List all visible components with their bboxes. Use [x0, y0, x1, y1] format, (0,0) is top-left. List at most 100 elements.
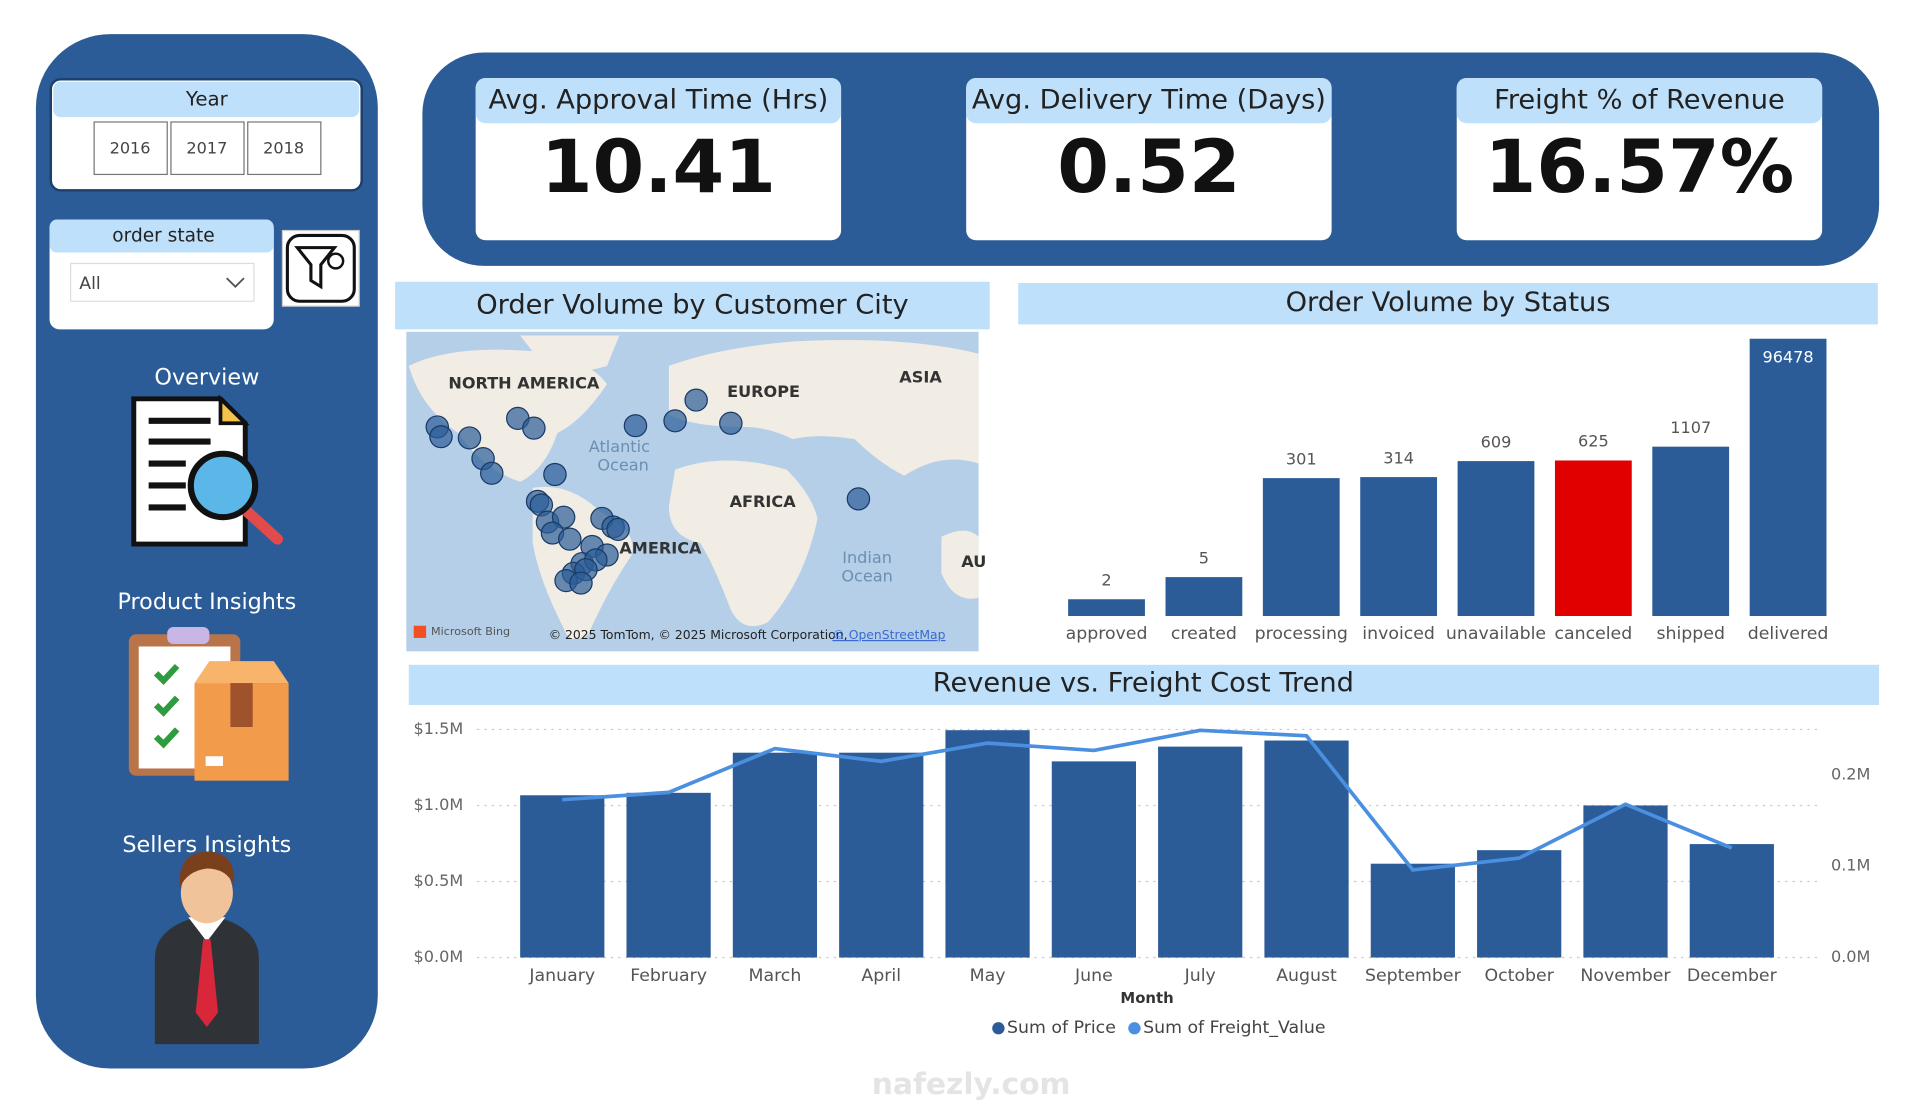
panel-title: Order Volume by Customer City: [476, 290, 908, 321]
year-option[interactable]: 2018: [263, 138, 304, 157]
kpi-header: [475, 78, 842, 124]
x-tick-label: January: [528, 966, 595, 986]
city-bubble: [569, 571, 593, 595]
ocean-label: Ocean: [597, 456, 648, 475]
legend-marker: [1128, 1022, 1141, 1035]
nav-label[interactable]: Product Insights: [117, 589, 296, 615]
hair[interactable]: [179, 851, 235, 888]
dropdown-arrow[interactable]: [226, 277, 245, 288]
dropdown-value[interactable]: All: [79, 274, 100, 294]
panel-header: [1018, 282, 1878, 325]
data-label: 1107: [1670, 418, 1711, 437]
y2-tick-label: 0.0M: [1831, 947, 1870, 966]
land: [408, 335, 979, 640]
doc-lines[interactable]: [148, 417, 211, 511]
doc-corner[interactable]: [218, 394, 250, 426]
bubbles: [425, 388, 871, 595]
kpi-title: Freight % of Revenue: [1494, 85, 1785, 116]
city-bubble: [429, 425, 453, 449]
chart-title: Revenue vs. Freight Cost Trend: [933, 668, 1354, 699]
year-button[interactable]: [247, 121, 322, 176]
x-tick-label: August: [1276, 966, 1337, 986]
box-lid[interactable]: [194, 661, 289, 684]
clip[interactable]: [167, 626, 210, 645]
bar: [1158, 746, 1243, 958]
year-button[interactable]: [93, 121, 168, 176]
bar: [1165, 577, 1243, 616]
city-bubble: [558, 527, 582, 551]
label[interactable]: [205, 756, 223, 767]
data-label: 314: [1383, 448, 1414, 467]
product-icon[interactable]: [128, 626, 289, 781]
tie[interactable]: [195, 939, 219, 1028]
x-tick-label: July: [1184, 966, 1216, 986]
ocean-label: Atlantic: [589, 437, 650, 456]
map-label: AFRICA: [730, 492, 797, 511]
data-label: 625: [1578, 432, 1609, 451]
x-tick-label: unavailable: [1446, 624, 1546, 644]
slicer-title: order state: [112, 226, 214, 247]
bar: [1262, 478, 1340, 616]
city-bubble: [684, 388, 708, 412]
map-logo: Microsoft Bing: [431, 625, 510, 638]
data-label: 96478: [1762, 348, 1813, 367]
year-option[interactable]: 2016: [110, 138, 151, 157]
city-bubble: [543, 462, 567, 487]
panel-header: [395, 281, 990, 330]
face[interactable]: [180, 862, 233, 924]
kpi-title: Avg. Approval Time (Hrs): [489, 85, 829, 116]
kpi-cards: Avg. Approval Time (Hrs) 10.41 Avg. Delive…: [475, 78, 1823, 241]
x-icon[interactable]: [327, 252, 345, 270]
funnel-icon[interactable]: [294, 246, 338, 290]
bar: [1652, 446, 1730, 616]
city-bubble: [480, 461, 504, 485]
map-label: NORTH AMERICA: [448, 374, 600, 393]
y2-tick-label: 0.2M: [1831, 765, 1870, 784]
data-label: 2: [1101, 571, 1111, 590]
state-slicer: order state All: [49, 219, 274, 330]
kpi-value: 10.41: [541, 125, 776, 209]
nav-label[interactable]: Overview: [154, 365, 259, 391]
handle[interactable]: [239, 504, 284, 545]
x-tick-label: delivered: [1748, 624, 1829, 644]
city-bubble: [551, 505, 576, 529]
data-label: 5: [1199, 548, 1209, 567]
x-tick-label: November: [1580, 966, 1671, 986]
map-label: AMERICA: [619, 538, 702, 557]
year-button[interactable]: [170, 121, 245, 176]
status-chart: 2 approved 5 created 301 processing 314 invoice…: [1066, 338, 1829, 644]
map-link[interactable]: © OpenStreetMap: [832, 628, 945, 642]
map-label: ASIA: [899, 368, 942, 387]
year-option[interactable]: 2017: [186, 138, 227, 157]
legend-marker: [992, 1022, 1005, 1035]
overview-icon[interactable]: [131, 394, 284, 547]
ocean-label: Ocean: [841, 567, 892, 586]
bar: [1068, 599, 1145, 616]
line: [562, 728, 1733, 872]
bar: [839, 752, 924, 958]
map-label: AU: [961, 552, 986, 571]
tape[interactable]: [230, 683, 253, 727]
kpi-title: Avg. Delivery Time (Days): [972, 85, 1326, 116]
city-bubble: [606, 517, 630, 541]
bar: [520, 795, 605, 958]
x-tick-label: September: [1365, 966, 1462, 986]
shirt[interactable]: [188, 917, 226, 942]
watermark: nafezly.com: [872, 1067, 1071, 1101]
clear-filter-button[interactable]: [281, 229, 360, 307]
checks[interactable]: [153, 663, 180, 749]
x-tick-label: approved: [1066, 624, 1148, 644]
bar: [1689, 844, 1774, 958]
city-bubble: [719, 411, 743, 435]
x-tick-label: processing: [1255, 624, 1348, 644]
data-label: 609: [1481, 432, 1512, 451]
seller-icon[interactable]: [154, 851, 259, 1045]
bar: [1477, 850, 1562, 958]
dropdown[interactable]: [69, 262, 255, 302]
x-tick-label: canceled: [1554, 624, 1632, 644]
bar: [1360, 477, 1438, 616]
lens[interactable]: [187, 450, 259, 521]
data-label: 301: [1286, 449, 1317, 468]
x-tick-label: created: [1171, 624, 1237, 644]
